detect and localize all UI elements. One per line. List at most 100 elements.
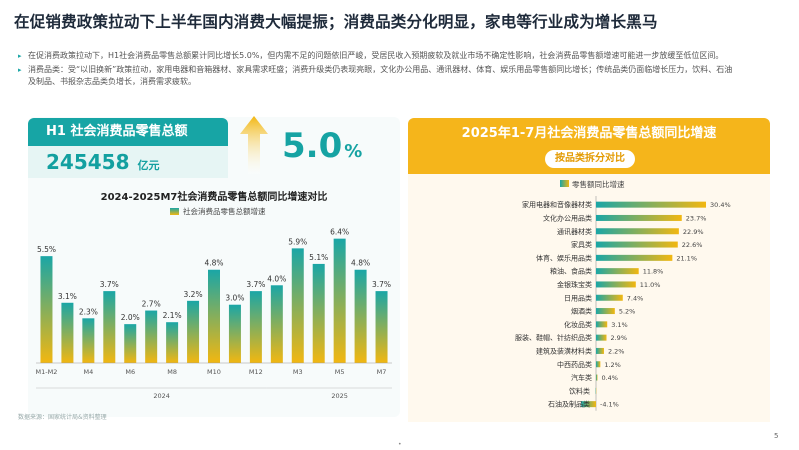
h1-growth-value: 5.0% [282, 126, 362, 166]
right-chart-bar [596, 268, 639, 275]
triangle-bullet-icon: ▸ [18, 52, 22, 60]
left-chart-bar [249, 291, 262, 363]
left-chart-tick-label: M10 [207, 368, 221, 376]
right-chart-data-label: 22.9% [683, 228, 704, 236]
left-chart-data-label: 2.3% [79, 307, 98, 316]
left-chart-data-label: 3.0% [225, 294, 244, 303]
legend-label: 社会消费品零售总额增速 [183, 207, 266, 216]
right-chart-category-label: 通讯器材类 [557, 227, 592, 236]
right-chart-category-label: 家用电器和音像器材类 [522, 200, 592, 209]
right-chart-category-label: 饮料类 [569, 386, 590, 395]
left-chart-legend: 社会消费品零售总额增速 [170, 206, 266, 217]
left-chart-bar [354, 269, 367, 363]
left-chart-bar [103, 291, 116, 363]
left-bar-chart: 5.5% M1-M2 3.1%2.3% M4 3.7% 2.0% M6 2.7%2.1% M8 3… [36, 228, 392, 400]
left-chart-bar [208, 269, 220, 363]
left-chart-data-label: 5.5% [37, 245, 56, 254]
right-chart-category-label: 烟酒类 [571, 307, 592, 316]
right-chart-category-label: 建筑及装潢材料类 [536, 346, 592, 355]
right-chart-data-label: 11.0% [640, 281, 661, 289]
right-chart-bar [596, 281, 636, 288]
right-chart-bar [596, 308, 615, 315]
left-chart-tick-label: M12 [249, 368, 263, 376]
left-chart-data-label: 3.2% [184, 290, 203, 299]
left-chart-bar [228, 304, 241, 363]
left-chart-bar [40, 256, 53, 363]
page-title: 在促销费政策拉动下上半年国内消费大幅提振；消费品类分化明显，家电等行业成为增长黑… [14, 13, 658, 31]
left-chart-tick-label: M8 [167, 368, 177, 376]
right-chart-category-label: 家具类 [571, 240, 592, 249]
left-chart-bar [187, 300, 200, 363]
legend-swatch [170, 208, 179, 215]
left-chart-data-label: 6.4% [330, 228, 349, 237]
left-chart-bar [375, 291, 388, 363]
right-chart-data-label: 1.2% [604, 361, 621, 369]
h1-card-label: H1 社会消费品零售总额 [28, 118, 228, 146]
left-chart-tick-label: M4 [83, 368, 93, 376]
left-chart-bar [333, 238, 346, 363]
data-source-note: 数据来源：国家统计局&资料整理 [18, 414, 107, 421]
left-chart-bar [82, 318, 95, 363]
h1-card-value-row: 245458 亿元 [28, 146, 228, 178]
right-chart-data-label: 23.7% [686, 214, 707, 222]
right-chart-panel [408, 174, 770, 422]
left-chart-data-label: 4.8% [351, 259, 370, 268]
right-chart-bar [596, 347, 604, 354]
right-chart-bar [596, 214, 682, 221]
right-chart-category-label: 汽车类 [571, 373, 592, 382]
legend-label: 零售额同比增速 [572, 179, 625, 189]
h1-card-unit: 亿元 [137, 159, 160, 172]
right-chart-category-label: 石油及制品类 [548, 400, 590, 409]
left-chart-data-label: 3.1% [58, 292, 77, 301]
left-chart-data-label: 3.7% [246, 280, 265, 289]
left-chart-title: 2024-2025M7社会消费品零售总额同比增速对比 [100, 192, 328, 203]
left-chart-data-label: 2.7% [142, 300, 161, 309]
left-chart-tick-label: M6 [125, 368, 135, 376]
h1-growth-unit: % [344, 141, 363, 162]
right-chart-data-label: 21.1% [676, 254, 697, 262]
right-chart-data-label: 2.2% [608, 347, 625, 355]
left-chart-tick-label: M7 [377, 368, 387, 376]
left-chart-bar [61, 302, 74, 363]
legend-swatch [560, 180, 569, 187]
right-chart-data-label: -4.1% [600, 401, 619, 409]
left-chart-tick-label: M3 [293, 368, 303, 376]
right-chart-category-label: 体育、娱乐用品类 [536, 253, 592, 262]
right-chart-bar [596, 228, 679, 235]
h1-card-value: 245458 [46, 150, 130, 174]
left-chart-bar [166, 322, 179, 363]
right-chart-data-label: 22.6% [682, 241, 703, 249]
left-chart-tick-label: M5 [335, 368, 345, 376]
left-chart-bar [270, 285, 283, 363]
left-chart-data-label: 2.1% [163, 311, 182, 320]
right-chart-data-label: 3.1% [611, 321, 628, 329]
left-chart-group-label: 2025 [331, 392, 348, 400]
left-chart-bar [291, 248, 304, 363]
right-chart-category-label: 化妆品类 [564, 320, 592, 329]
center-dot: • [398, 441, 402, 448]
right-chart-bar [596, 201, 706, 208]
left-chart-group-label: 2024 [153, 392, 170, 400]
triangle-bullet-icon: ▸ [18, 66, 22, 74]
right-chart-bar [596, 334, 607, 341]
right-chart-bar [596, 321, 608, 328]
left-chart-data-label: 4.8% [204, 259, 223, 268]
right-chart-category-label: 服装、鞋帽、针纺织品类 [515, 333, 592, 342]
right-chart-bar [581, 401, 596, 408]
right-chart-data-label: 30.4% [710, 201, 731, 209]
left-chart-data-label: 3.7% [100, 280, 119, 289]
left-chart-bar [312, 263, 325, 363]
left-chart-data-label: 2.0% [121, 313, 140, 322]
right-chart-title: 2025年1-7月社会消费品零售总额同比增速 [461, 126, 717, 141]
right-chart-category-label: 文化办公用品类 [543, 213, 592, 222]
right-chart-bar [595, 387, 597, 394]
right-chart-data-label: 11.8% [643, 268, 664, 276]
h1-summary-card: H1 社会消费品零售总额 245458 亿元 [28, 118, 228, 178]
right-chart-bar [596, 241, 678, 248]
right-chart-category-label: 日用品类 [564, 293, 592, 302]
right-chart-category-label: 粮油、食品类 [550, 267, 592, 276]
right-chart-category-label: 金银珠宝类 [557, 280, 592, 289]
h1-growth-number: 5.0 [282, 126, 343, 166]
right-chart-bar [596, 254, 673, 261]
right-chart-data-label: 2.9% [610, 334, 627, 342]
